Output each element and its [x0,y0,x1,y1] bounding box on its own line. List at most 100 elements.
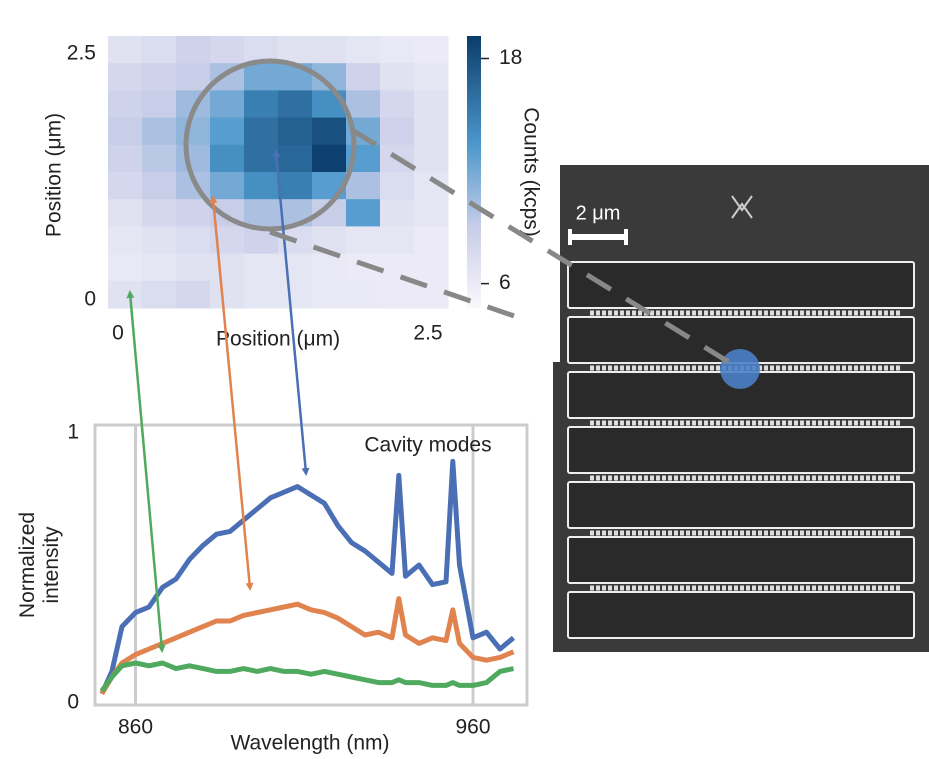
colorbar [467,36,481,308]
y-tick-label: 2.5 [67,42,96,65]
heat-cell [210,253,245,282]
heat-cell [244,253,279,282]
heat-cell [346,172,381,200]
heat-cell [176,63,211,91]
colorbar-label: Counts (kcps) [519,107,542,237]
heat-cell [244,199,279,227]
heat-cell [380,63,415,91]
heat-cell [142,117,177,146]
heat-cell [380,36,415,64]
heat-cell [142,172,177,200]
heat-cell [210,36,245,64]
zoom-circle [183,58,357,232]
heat-cell [142,36,177,64]
heat-cell [312,253,347,282]
heat-cell [278,90,313,119]
heat-cell [244,280,279,309]
heat-cell [108,144,143,173]
heat-cell [108,199,143,227]
heat-cell [312,144,347,173]
x-tick-label: 960 [455,716,490,739]
heat-cell [380,117,415,146]
heat-cell [176,36,211,64]
link-arrow [272,149,310,476]
spectrum-line [99,596,515,696]
heat-cell [414,199,449,227]
x-axis-label: Position (μm) [216,328,340,351]
heat-cell [142,63,177,91]
heat-cell [176,280,211,309]
sem-beam [567,481,915,529]
heat-cell [176,144,211,173]
sem-beam [567,536,915,584]
heat-cell [210,280,245,309]
heat-cell [176,199,211,227]
heat-cell [108,117,143,146]
heat-cell [142,226,177,255]
scale-bar-label: 2 μm [576,202,621,224]
heat-cell [210,90,245,119]
heat-cell [414,36,449,64]
heat-cell [142,253,177,282]
heat-cell [142,90,177,119]
heat-cell [414,117,449,146]
heat-cell [414,90,449,119]
heat-cell [414,226,449,255]
heat-cell [176,253,211,282]
x-axis-label: Wavelength (nm) [230,732,389,755]
y-tick-label: 0 [67,691,79,714]
heat-cell [346,199,381,227]
heat-cell [210,172,245,200]
heat-cell [108,36,143,64]
x-tick-label: 2.5 [413,322,442,345]
heat-cell [380,253,415,282]
heat-cell [108,63,143,91]
heat-cell [346,63,381,91]
heat-cell [142,199,177,227]
heat-cell [210,144,245,173]
heat-cell [142,280,177,309]
heat-cell [210,117,245,146]
y-tick-label: 0 [84,288,96,311]
heat-cell [346,90,381,119]
heat-cell [176,226,211,255]
sem-beam [567,591,915,639]
heat-cell [380,199,415,227]
heat-cell [278,280,313,309]
heat-cell [312,280,347,309]
heat-cell [380,226,415,255]
heat-cell [278,172,313,200]
zoom-lines [269,127,742,372]
heat-cell [380,90,415,119]
annotation: Cavity modes [364,434,491,457]
colorbar-tick-label: 6 [499,271,511,294]
x-tick-label: 0 [112,322,124,345]
heat-cell [244,172,279,200]
y-axis-label: Normalizedintensity [16,512,63,618]
heat-cell [312,117,347,146]
heat-cell [244,63,279,91]
spectrum-line [99,660,515,693]
heat-cell [312,36,347,64]
sem-beam [567,426,915,474]
heat-cell [244,117,279,146]
heat-cell [108,90,143,119]
heat-cell [108,253,143,282]
heat-cell [278,36,313,64]
heat-cell [380,280,415,309]
heat-cell [278,117,313,146]
heat-cell [346,280,381,309]
heat-cell [142,144,177,173]
heat-cell [346,36,381,64]
y-axis-label: Position (μm) [43,113,66,237]
heat-cell [278,144,313,173]
link-arrow [126,290,166,653]
heat-cell [414,63,449,91]
colorbar-tick-label: 18 [499,46,522,69]
heat-cell [346,226,381,255]
x-tick-label: 860 [118,716,153,739]
heat-cell [176,117,211,146]
y-tick-label: 1 [67,421,79,444]
heat-cell [244,90,279,119]
heat-cell [278,253,313,282]
